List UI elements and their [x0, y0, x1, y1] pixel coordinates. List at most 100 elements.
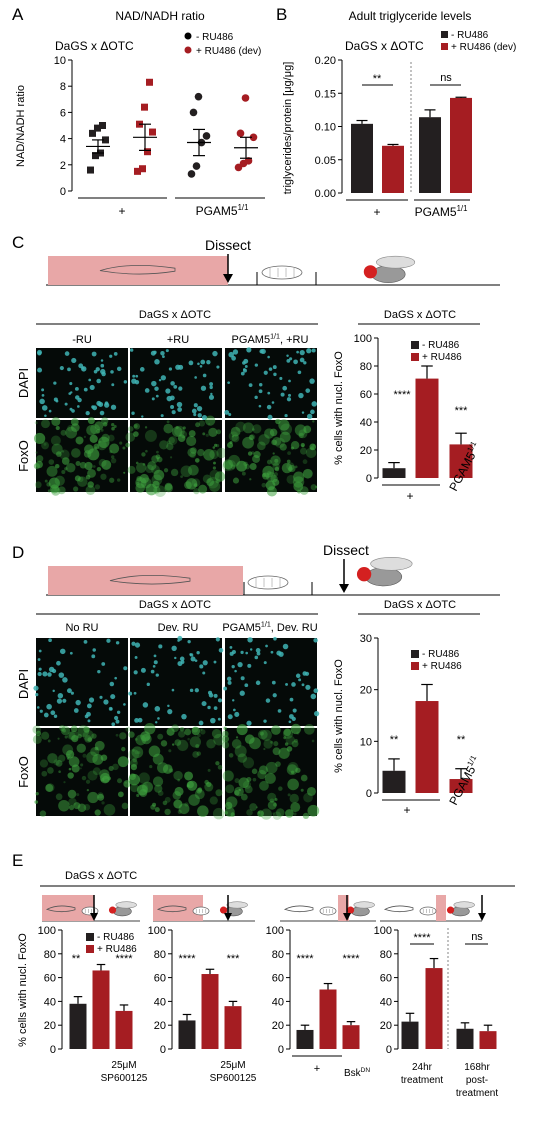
panel-c-foxo-cell: [252, 424, 262, 434]
panel-b-genotype: +: [373, 205, 380, 219]
panel-c-foxo-cell: [216, 447, 227, 459]
panel-d-dapi-cell: [43, 712, 49, 718]
panel-c-dapi-cell: [59, 366, 64, 371]
panel-a-point: [139, 165, 146, 173]
panel-e2-y-tick-label: 100: [148, 925, 166, 937]
panel-d-dapi-cell: [101, 662, 106, 666]
panel-d-foxo-cell: [296, 731, 300, 735]
panel-c-dapi-cell: [284, 413, 288, 418]
panel-c-foxo-cell: [273, 472, 278, 477]
panel-e3-bar: [342, 1025, 360, 1049]
panel-e1-y-tick-label: 40: [44, 996, 56, 1008]
panel-d-dapi-cell: [265, 698, 271, 703]
panel-d-foxo-cell: [273, 741, 279, 747]
panel-c-foxo-cell: [302, 468, 313, 479]
panel-d-foxo-cell: [290, 802, 301, 813]
panel-d-foxo-cell: [260, 729, 272, 741]
panel-c-foxo-cell: [61, 450, 65, 453]
panel-c-foxo-cell: [280, 423, 293, 436]
panel-d-foxo-cell: [164, 796, 171, 803]
panel-c-foxo-cell: [212, 446, 216, 449]
panel-a-y-tick-label: 10: [54, 55, 66, 67]
panel-c-foxo-cell: [261, 482, 267, 488]
panel-c-foxo-cell: [194, 458, 200, 463]
panel-c-dapi-cell: [83, 387, 88, 392]
panel-d-foxo-cell: [225, 801, 233, 810]
panel-e-fly-illustration-eye: [219, 906, 228, 914]
panel-b-bar: [351, 123, 373, 193]
panel-c-dapi-cell: [64, 351, 70, 356]
panel-c-dapi-cell: [209, 382, 214, 387]
panel-d-legend-swatch: [411, 662, 419, 670]
panel-c-foxo-cell: [272, 452, 275, 455]
panel-c-foxo-cell: [293, 481, 304, 492]
panel-d-foxo-cell: [32, 734, 42, 744]
panel-c-foxo-cell: [34, 432, 46, 445]
panel-e3-sig: ****: [296, 953, 314, 965]
panel-d-dapi-cell: [181, 713, 187, 720]
panel-a-legend-label: + RU486 (dev): [196, 46, 261, 57]
panel-d-foxo-cell: [187, 780, 198, 791]
panel-c-foxo-cell: [305, 447, 317, 459]
panel-c-foxo-cell: [49, 484, 60, 494]
panel-d-foxo-cell: [138, 772, 150, 784]
panel-a-point: [244, 157, 253, 165]
panel-d-foxo-cell: [178, 730, 186, 738]
panel-c-foxo-cell: [75, 436, 84, 445]
panel-c-foxo-cell: [159, 440, 169, 450]
panel-c-dapi-cell: [131, 411, 135, 415]
panel-d-dapi-cell: [36, 706, 40, 709]
panel-d-dapi-cell: [314, 710, 320, 717]
panel-c-foxo-cell: [179, 430, 188, 439]
panel-c-dapi-cell: [201, 415, 208, 421]
panel-d-foxo-cell: [97, 793, 105, 801]
panel-c-dapi-cell: [188, 360, 194, 366]
panel-d-dapi-cell: [92, 648, 96, 652]
panel-d-foxo-cell: [76, 743, 86, 753]
panel-c-dapi-cell: [254, 363, 258, 367]
panel-c-dapi-cell: [232, 349, 239, 355]
panel-d-foxo-cell: [215, 761, 220, 766]
panel-c-y-tick-label: 20: [360, 445, 372, 457]
panel-e4-bar: [456, 1028, 474, 1049]
panel-c-foxo-cell: [57, 486, 66, 495]
panel-d-foxo-cell: [124, 781, 128, 784]
panel-c-dapi-cell: [53, 381, 57, 385]
panel-d-foxo-cell: [103, 804, 116, 816]
panel-d-foxo-cell: [311, 739, 315, 743]
panel-c-foxo-cell: [50, 435, 61, 446]
panel-e4-time-label: 168hr: [464, 1062, 490, 1073]
panel-d-fly-illustration-eye: [356, 567, 372, 582]
panel-c-foxo-cell: [212, 466, 216, 470]
panel-c-foxo-cell: [198, 484, 208, 494]
panel-d-foxo-cell: [87, 737, 93, 742]
panel-letter-e: E: [12, 851, 23, 870]
panel-c-dapi-cell: [85, 410, 90, 416]
panel-c-dapi-cell: [37, 351, 42, 356]
panel-c-dapi-cell: [244, 365, 248, 368]
panel-d-dapi-cell: [292, 708, 297, 713]
panel-c-bar: [449, 444, 473, 478]
panel-c-dapi-cell: [67, 367, 71, 372]
panel-c-dapi-cell: [111, 383, 115, 387]
panel-c-bar: [382, 468, 406, 478]
panel-c-foxo-cell: [151, 474, 163, 486]
panel-d-dapi-cell: [123, 666, 128, 671]
panel-c-foxo-cell: [202, 474, 212, 484]
panel-d-chart-cross: DaGS x ΔOTC: [384, 599, 456, 611]
panel-c-foxo-cell: [184, 481, 192, 490]
panel-a-cross: DaGS x ΔOTC: [55, 39, 134, 53]
panel-a-legend-label: - RU486: [196, 32, 234, 43]
panel-e3-y-tick-label: 40: [272, 996, 284, 1008]
panel-c-foxo-cell: [111, 423, 115, 427]
panel-c-dapi-cell: [175, 364, 181, 370]
panel-d-foxo-cell: [92, 767, 101, 776]
panel-c-foxo-cell: [180, 465, 193, 478]
panel-d-foxo-cell: [255, 806, 258, 809]
panel-c-dapi-cell: [151, 380, 157, 387]
panel-d-foxo-cell: [188, 794, 200, 806]
panel-c-foxo-cell: [266, 486, 278, 497]
panel-d-foxo-cell: [53, 759, 60, 766]
panel-c-dissect-arrowhead: [223, 274, 233, 283]
panel-c-foxo-cell: [102, 421, 108, 427]
